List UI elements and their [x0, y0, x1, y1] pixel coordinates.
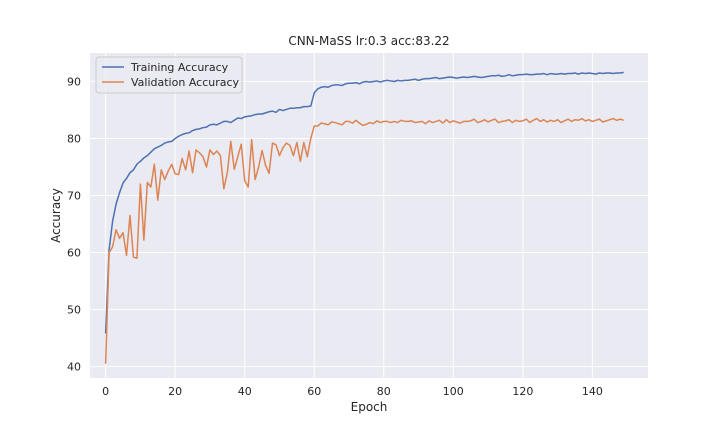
y-tick-label: 90: [67, 76, 81, 89]
validation-accuracy-legend-label: Validation Accuracy: [131, 76, 240, 89]
x-tick-label: 40: [238, 385, 252, 398]
x-tick-label: 120: [512, 385, 533, 398]
legend: Training Accuracy Validation Accuracy: [95, 56, 243, 94]
y-tick-label: 60: [67, 247, 81, 260]
legend-box: [95, 56, 243, 94]
series-lines: [104, 71, 624, 364]
y-tick-label: 80: [67, 133, 81, 146]
training-accuracy-line: [104, 71, 624, 334]
x-tick-label: 20: [168, 385, 182, 398]
x-tick-label: 100: [443, 385, 464, 398]
x-tick-label: 60: [307, 385, 321, 398]
x-axis-label: Epoch: [351, 400, 388, 414]
y-tick-label: 40: [67, 361, 81, 374]
y-tick-label: 70: [67, 190, 81, 203]
x-tick-label: 140: [582, 385, 603, 398]
y-axis-label: Accuracy: [49, 188, 63, 243]
validation-accuracy-line: [104, 117, 624, 364]
tick-labels: 0 20 40 60 80 100 120 140 40 50 60 70 80 90: [67, 76, 603, 398]
training-accuracy-legend-label: Training Accuracy: [130, 61, 229, 74]
x-tick-label: 0: [102, 385, 109, 398]
y-tick-label: 50: [67, 304, 81, 317]
x-tick-label: 80: [377, 385, 391, 398]
chart-title: CNN-MaSS lr:0.3 acc:83.22: [288, 34, 449, 48]
plot-background: [90, 53, 648, 378]
